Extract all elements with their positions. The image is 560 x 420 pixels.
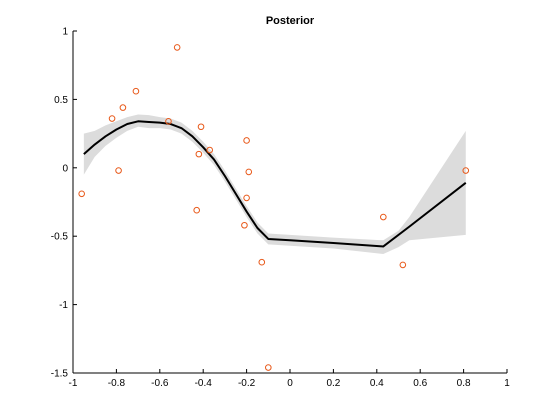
observation-point: [119, 104, 127, 111]
observation-point: [78, 190, 85, 198]
tick-labels: -1 -0.8 -0.6 -0.4 -0.2 0 0.2 0.4 0.6 0.8 1-1.5-1-0…: [51, 27, 510, 390]
x-tick-label: 0.6: [413, 378, 427, 389]
observation-point: [380, 213, 387, 221]
observation-point: [197, 123, 205, 131]
observation-point: [132, 87, 140, 95]
observation-point: [193, 206, 200, 214]
observation-point: [165, 117, 172, 125]
observation-point: [258, 258, 266, 266]
x-tick-label: -0.6: [151, 378, 169, 389]
observation-point: [462, 167, 470, 174]
x-tick-label: 0.2: [326, 378, 340, 389]
x-tick-label: 0: [287, 378, 293, 389]
observation-point: [265, 364, 272, 371]
chart-title: Posterior: [266, 15, 315, 27]
posterior-mean-line: [83, 120, 467, 248]
observation-point: [245, 168, 253, 176]
observation-point: [108, 115, 116, 122]
observation-point: [241, 221, 248, 229]
y-tick-label: 0.5: [54, 95, 68, 106]
observation-point: [195, 150, 203, 158]
y-tick-label: 0: [62, 163, 68, 174]
x-tick-label: -1: [69, 378, 78, 389]
observation-point: [206, 146, 214, 154]
ticks: [72, 30, 508, 374]
x-tick-label: 0.8: [457, 378, 471, 389]
observation-point: [243, 194, 250, 202]
observation-point: [243, 137, 250, 144]
y-tick-label: -1.5: [51, 369, 69, 380]
y-tick-label: -0.5: [51, 232, 69, 243]
y-tick-label: -1: [59, 300, 68, 311]
x-tick-label: -0.4: [195, 378, 213, 389]
x-tick-label: -0.2: [238, 378, 256, 389]
observation-point: [173, 44, 181, 51]
observation-point: [115, 167, 122, 174]
y-tick-label: 1: [62, 27, 68, 38]
x-tick-label: -0.8: [108, 378, 126, 389]
confidence-band-layer: [83, 114, 466, 254]
x-tick-label: 0.4: [370, 378, 384, 389]
x-tick-label: 1: [504, 378, 510, 389]
mean-line-layer: [83, 120, 467, 248]
confidence-band: [83, 114, 466, 254]
observation-points-layer: [78, 44, 470, 371]
observation-point: [399, 261, 407, 269]
